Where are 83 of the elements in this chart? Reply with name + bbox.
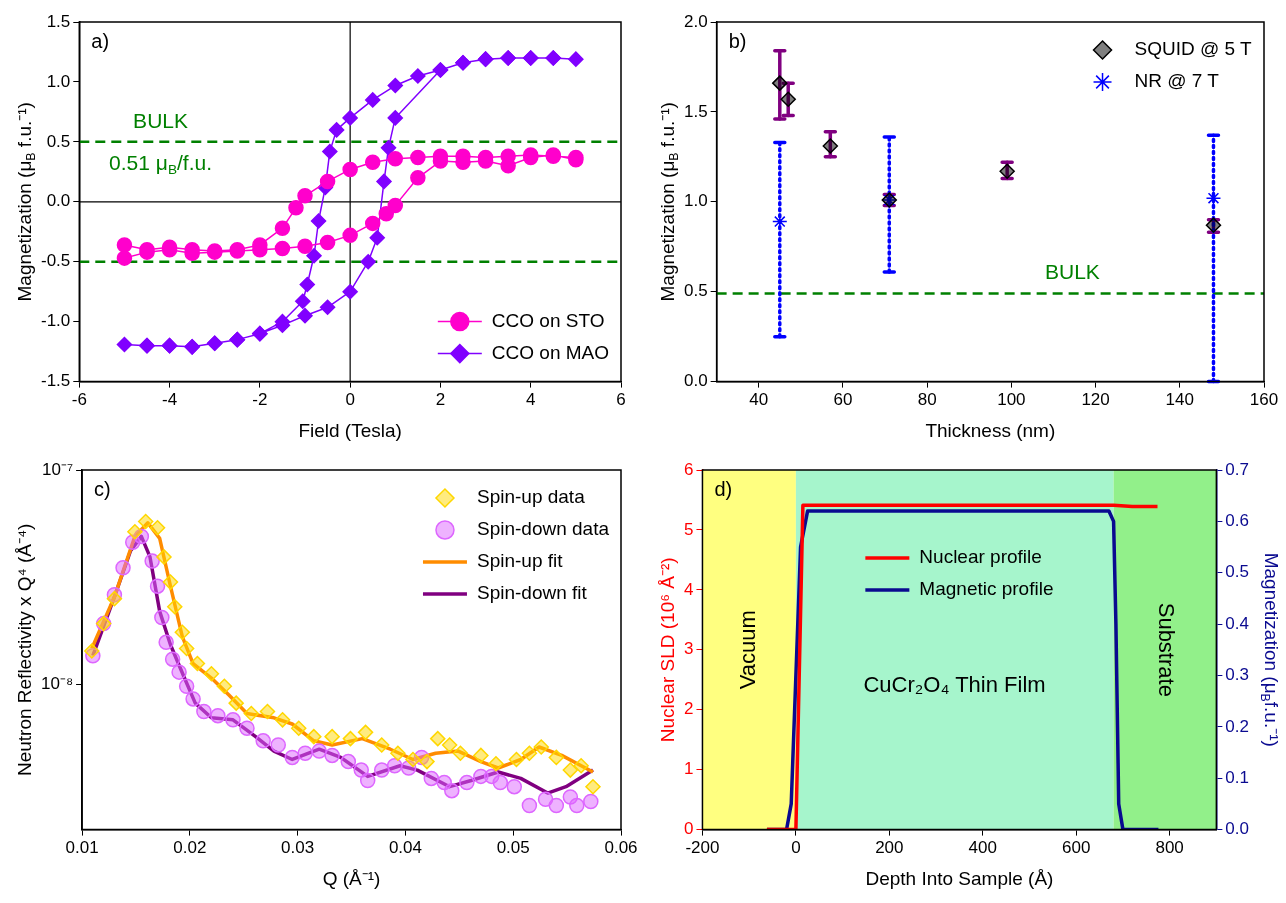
legend-label: SQUID @ 5 T [1134, 38, 1253, 60]
ref-line-label: BULK [133, 108, 188, 132]
x-tick-label: 4 [525, 390, 536, 410]
x-tick-label: 400 [968, 838, 997, 858]
x-tick-label: 0 [345, 390, 355, 410]
x-tick-label: -2 [252, 390, 268, 410]
legend-label: Spin-down fit [476, 582, 588, 604]
y-tick-label: 1.5 [46, 11, 71, 31]
x-tick-label: 2 [435, 390, 446, 410]
y2-tick-label: 0.4 [1225, 613, 1250, 633]
y-tick-label: 1 [683, 759, 694, 779]
y2-tick-label: 0.6 [1225, 511, 1250, 531]
y-tick-label: -1.0 [41, 311, 71, 331]
legend-label: Spin-up data [476, 486, 586, 508]
x-tick-label: -4 [162, 390, 178, 410]
y2-tick-label: 0.7 [1225, 459, 1250, 479]
x-tick-label: 120 [1081, 390, 1110, 410]
x-tick-label: -6 [71, 390, 87, 410]
legend-label: Spin-down data [476, 518, 610, 540]
y-axis-title: Nuclear SLD (10⁶ Å⁻²) [657, 557, 679, 743]
y-tick-label: 1.0 [683, 191, 708, 211]
legend-label: CCO on MAO [491, 341, 610, 363]
y-tick-label: 0.5 [46, 131, 71, 151]
y-axis-title: Magnetization (μB f.u.⁻¹) [657, 102, 682, 302]
y-tick-label: -1.5 [41, 371, 71, 391]
y-tick-label: 4 [683, 579, 694, 599]
x-tick-label: 0.06 [604, 838, 638, 858]
legend-label: Spin-up fit [476, 550, 564, 572]
y-tick-label: 0.0 [46, 191, 71, 211]
x-axis-title: Field (Tesla) [298, 420, 402, 442]
x-tick-label: 200 [875, 838, 904, 858]
x-tick-label: 100 [997, 390, 1026, 410]
band-label: Substrate [1153, 602, 1179, 697]
y-tick-label: 0 [683, 819, 694, 839]
y-tick-label: 5 [683, 519, 694, 539]
y-tick-label: -0.5 [41, 251, 71, 271]
y2-tick-label: 0.5 [1225, 562, 1250, 582]
legend-label: NR @ 7 T [1134, 70, 1220, 92]
y-tick-label: 0.0 [683, 371, 708, 391]
ref-line-label: BULK [1044, 260, 1100, 284]
x-tick-label: 40 [749, 390, 769, 410]
y2-tick-label: 0.2 [1225, 716, 1250, 736]
x-tick-label: 80 [917, 390, 937, 410]
band-label: CuCr₂O₄ Thin Film [863, 671, 1046, 697]
x-tick-label: 0.02 [173, 838, 207, 858]
x-tick-label: 160 [1249, 390, 1279, 410]
legend-label: Nuclear profile [919, 546, 1042, 568]
annotation: d) [714, 477, 733, 500]
x-tick-label: 140 [1165, 390, 1194, 410]
x-axis-title: Thickness (nm) [925, 420, 1056, 442]
band-label: Vacuum [735, 610, 761, 690]
x-tick-label: 6 [616, 390, 626, 410]
x-tick-label: 0 [791, 838, 801, 858]
y2-tick-label: 0.3 [1225, 665, 1250, 685]
y2-tick-label: 0.0 [1225, 819, 1250, 839]
annotation: b) [728, 29, 747, 52]
y-tick-label: 2 [683, 699, 694, 719]
y-tick-label: 3 [683, 639, 694, 659]
x-tick-label: 60 [833, 390, 853, 410]
x-tick-label: 0.01 [65, 838, 99, 858]
annotation: a) [91, 29, 110, 52]
y-tick-label: 10⁻⁸ [40, 674, 74, 694]
x-axis-title: Q (Å⁻¹) [322, 868, 381, 890]
x-tick-label: 0.05 [496, 838, 530, 858]
y-axis-title: Magnetization (μB f.u.⁻¹) [14, 102, 39, 302]
y2-axis-title: Magnetization (μBf.u.⁻¹) [1257, 552, 1282, 747]
y-tick-label: 1.0 [46, 71, 71, 91]
y-tick-label: 6 [683, 459, 694, 479]
x-tick-label: 0.04 [388, 838, 422, 858]
x-tick-label: 0.03 [281, 838, 315, 858]
x-tick-label: 800 [1155, 838, 1184, 858]
legend-label: Magnetic profile [919, 578, 1054, 600]
y-axis-title: Neutron Reflectivity x Q⁴ (Å⁻⁴) [14, 523, 36, 777]
x-axis-title: Depth Into Sample (Å) [865, 868, 1054, 890]
x-tick-label: 600 [1062, 838, 1091, 858]
legend-label: CCO on STO [491, 309, 605, 331]
y-tick-label: 2.0 [683, 11, 708, 31]
x-tick-label: -200 [685, 838, 720, 858]
annotation: c) [94, 477, 111, 500]
y-tick-label: 1.5 [683, 101, 708, 121]
y-tick-label: 10⁻⁷ [42, 459, 74, 479]
y-tick-label: 0.5 [683, 281, 708, 301]
y2-tick-label: 0.1 [1225, 767, 1250, 787]
